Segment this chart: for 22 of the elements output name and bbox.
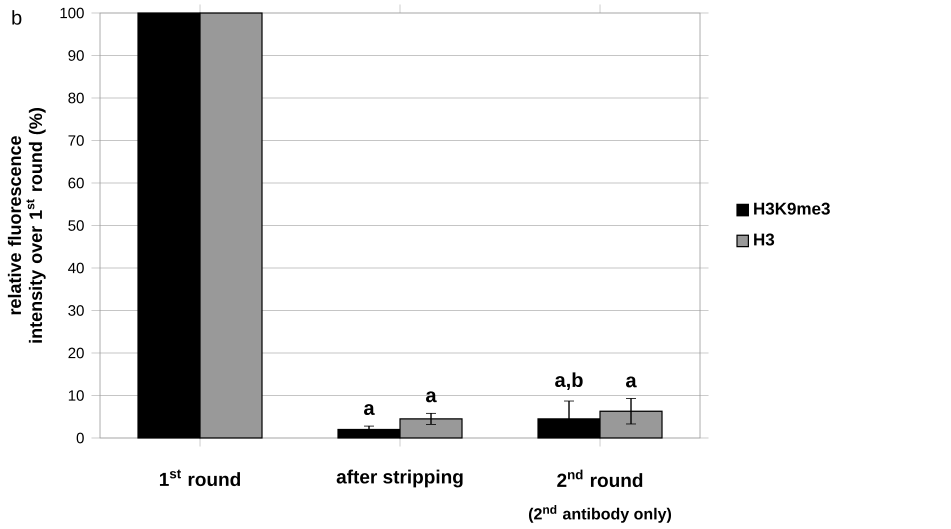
text: b	[12, 10, 22, 25]
y-tick-label: 90	[68, 50, 84, 61]
annotation: a	[364, 404, 375, 415]
y-tick-label: 30	[68, 304, 84, 316]
annotation: a	[626, 376, 637, 388]
y-tick-label: 20	[68, 347, 84, 358]
x-tick-label: after stripping	[336, 469, 463, 488]
text: (2$^{nd}$ antibody only)	[528, 504, 672, 523]
legend-label: H3K9me3	[754, 202, 830, 214]
x-tick-label: 1$^{st}$ round	[160, 469, 240, 486]
y-tick-label: 80	[68, 92, 84, 104]
x-tick-label: 2$^{nd}$ round	[557, 469, 642, 487]
y-tick-label: 40	[68, 262, 84, 274]
annotation: a	[426, 391, 437, 402]
annotation: a,b	[555, 372, 583, 390]
y-tick-label: 100	[60, 7, 84, 18]
y-tick-label: 0	[76, 432, 84, 444]
y-tick-label: 60	[68, 177, 84, 188]
y-tick-label: 50	[68, 220, 84, 231]
y-tick-label: 70	[68, 134, 84, 146]
y-tick-label: 10	[68, 390, 84, 401]
legend-label: H3	[754, 233, 774, 246]
